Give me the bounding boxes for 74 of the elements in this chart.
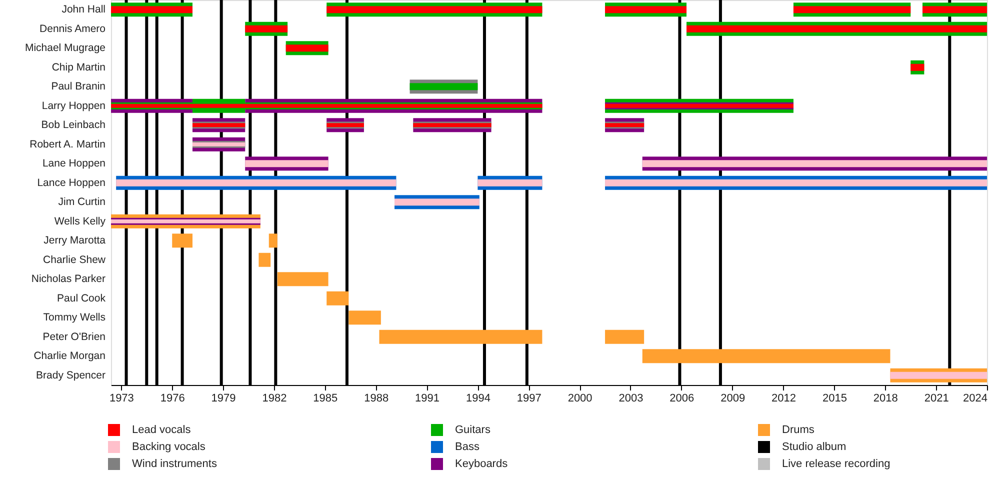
legend-label: Backing vocals <box>132 441 206 453</box>
bar <box>379 330 542 344</box>
y-tick-label: Robert A. Martin <box>30 138 106 150</box>
bar <box>394 198 480 206</box>
x-tick-label: 1973 <box>109 392 134 404</box>
y-tick-label: Chip Martin <box>52 61 106 74</box>
y-tick-label: Lane Hoppen <box>42 158 106 170</box>
x-tick-label: 2021 <box>924 392 949 404</box>
x-tick-label: 1982 <box>262 392 287 404</box>
legend-label: Lead vocals <box>132 424 192 436</box>
x-tick-label: 1979 <box>211 392 236 404</box>
x-tick-label: 1994 <box>466 392 490 404</box>
x-tick-label: 2015 <box>822 392 847 404</box>
bar <box>111 6 192 14</box>
bar <box>326 291 349 306</box>
y-tick-label: Tommy Wells <box>43 312 106 324</box>
bar <box>478 179 542 186</box>
legend-label: Bass <box>455 441 480 453</box>
y-tick-label: Jerry Marotta <box>44 234 106 247</box>
bar <box>890 372 987 379</box>
bar <box>277 272 328 286</box>
bar <box>111 104 542 108</box>
bar <box>116 179 396 186</box>
bar <box>642 349 890 364</box>
y-tick-label: Lance Hoppen <box>37 176 106 189</box>
bar <box>245 25 288 32</box>
legend-label: Drums <box>782 424 815 436</box>
x-tick-label: 2006 <box>670 392 694 404</box>
bar <box>245 160 328 168</box>
y-tick-label: Wells Kelly <box>54 215 106 228</box>
bar <box>286 44 328 52</box>
bar <box>410 83 478 90</box>
y-tick-label: Michael Mugrage <box>24 42 106 54</box>
x-tick-label: 2012 <box>772 392 796 404</box>
x-tick-label: 1991 <box>415 392 440 404</box>
y-tick-label: Nicholas Parker <box>31 273 106 286</box>
y-tick-label: Charlie Morgan <box>34 350 106 362</box>
y-tick-label: Larry Hoppen <box>42 100 106 112</box>
bar <box>686 25 987 32</box>
x-tick-label: 2024 <box>963 392 988 404</box>
bar <box>642 160 987 168</box>
y-tick-label: Peter O'Brien <box>42 330 106 343</box>
bar <box>605 330 644 344</box>
y-tick-label: John Hall <box>62 4 106 16</box>
y-tick-label: Brady Spencer <box>36 369 106 382</box>
x-tick-label: 2018 <box>873 392 898 404</box>
bar <box>326 6 542 14</box>
bar <box>793 6 911 14</box>
bar <box>268 234 278 248</box>
x-tick-label: 2003 <box>618 392 644 404</box>
x-tick-label: 2009 <box>720 392 746 404</box>
x-tick-label: 1988 <box>364 392 389 404</box>
bar <box>605 179 987 186</box>
legend-label: Live release recording <box>782 458 890 470</box>
y-tick-label: Paul Branin <box>51 80 106 93</box>
y-tick-label: Bob Leinbach <box>41 119 106 132</box>
legend-label: Guitars <box>455 424 491 436</box>
x-tick-label: 1997 <box>516 392 542 404</box>
bar <box>258 252 271 267</box>
legend-label: Keyboards <box>455 458 508 470</box>
y-tick-label: Charlie Shew <box>43 254 106 266</box>
x-tick-label: 1976 <box>160 392 185 404</box>
legend-label: Wind instruments <box>132 458 218 470</box>
x-tick-label: 2000 <box>568 392 592 404</box>
bar <box>172 234 192 248</box>
y-tick-label: Jim Curtin <box>58 196 106 208</box>
x-tick-label: 1985 <box>313 392 338 404</box>
bar <box>922 6 987 14</box>
bar <box>348 310 381 325</box>
y-tick-label: Paul Cook <box>57 292 106 304</box>
y-tick-label: Dennis Amero <box>40 22 106 35</box>
legend-label: Studio album <box>782 441 846 453</box>
bar <box>910 64 924 71</box>
bar <box>605 6 687 14</box>
